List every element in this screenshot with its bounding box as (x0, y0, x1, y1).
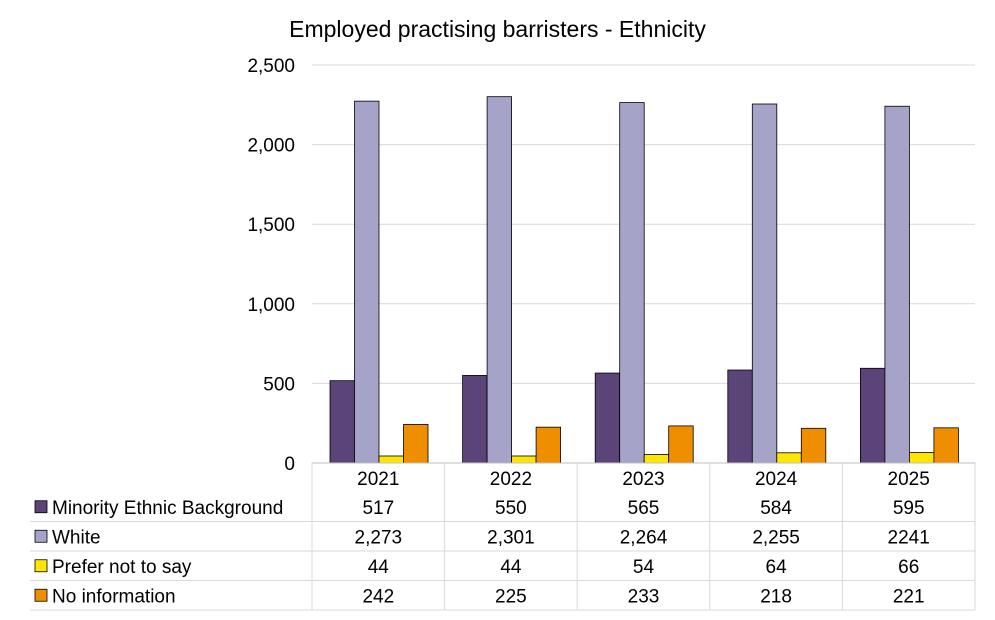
table-cell: 225 (495, 586, 527, 607)
table-cell: 64 (766, 557, 788, 578)
x-tick-label: 2023 (622, 469, 664, 490)
bar (776, 452, 802, 464)
bar (668, 425, 694, 464)
bar (933, 427, 959, 464)
table-cell: 44 (368, 557, 390, 578)
y-tick-label: 1,500 (247, 215, 295, 236)
bar (619, 102, 645, 464)
table-cell: 565 (628, 498, 660, 519)
y-tick-label: 2,000 (247, 136, 295, 157)
legend-label: White (52, 527, 101, 548)
bar (909, 452, 935, 464)
x-tick-label: 2021 (357, 469, 399, 490)
table-cell: 44 (500, 557, 522, 578)
y-tick-label: 1,000 (247, 295, 295, 316)
y-tick-label: 0 (284, 454, 295, 475)
x-tick-label: 2022 (490, 469, 532, 490)
bar (329, 380, 355, 464)
bar (354, 100, 380, 464)
y-tick-label: 2,500 (247, 56, 295, 77)
legend-label: Minority Ethnic Background (52, 498, 283, 519)
table-cell: 517 (362, 498, 394, 519)
table-cell: 2,255 (752, 527, 800, 548)
table-cell: 2,301 (487, 527, 535, 548)
y-tick-label: 500 (263, 374, 295, 395)
bar (884, 105, 910, 464)
data-table: Minority Ethnic Background 517 550 565 584 59… (30, 462, 976, 611)
table-cell: 221 (893, 586, 925, 607)
legend-swatch (34, 588, 48, 602)
legend-swatch (34, 500, 48, 514)
bar (378, 455, 404, 464)
table-cell: 2,264 (620, 527, 668, 548)
bar (800, 427, 827, 464)
legend-label: Prefer not to say (52, 557, 192, 578)
table-cell: 218 (760, 586, 792, 607)
bar (594, 372, 621, 464)
bars (329, 96, 959, 464)
bar (511, 455, 537, 464)
bar (403, 424, 429, 464)
table-cell: 2,273 (355, 527, 403, 548)
x-tick-label: 2025 (888, 469, 930, 490)
category-labels: 2021 2022 2023 2024 2025 (357, 469, 930, 490)
bar (486, 96, 513, 464)
x-tick-label: 2024 (755, 469, 798, 490)
table-cell: 66 (898, 557, 919, 578)
table-cell: 54 (633, 557, 655, 578)
legend-label: No information (52, 586, 176, 607)
chart-title: Employed practising barristers - Ethnici… (289, 16, 706, 42)
legend-swatch (34, 529, 48, 543)
table-cell: 595 (893, 498, 925, 519)
table-cell: 584 (760, 498, 792, 519)
legend-swatch (34, 559, 48, 573)
bar (727, 369, 753, 464)
bar (751, 103, 778, 464)
bar (462, 375, 488, 464)
bar (535, 426, 561, 464)
table-cell: 233 (628, 586, 660, 607)
table-cell: 2241 (888, 527, 930, 548)
bar (643, 454, 670, 464)
y-axis-ticks: 0 500 1,000 1,500 2,000 2,500 (247, 56, 295, 475)
table-cell: 550 (495, 498, 527, 519)
table-cell: 242 (362, 586, 394, 607)
bar (860, 367, 886, 464)
